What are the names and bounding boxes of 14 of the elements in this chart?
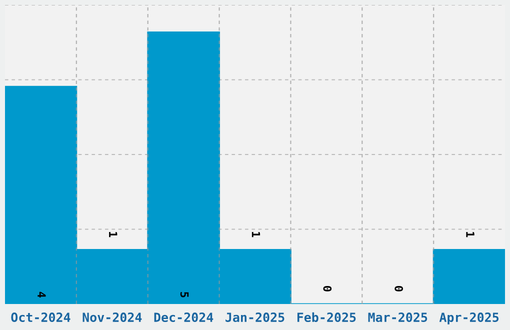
data-label: 1 [252,232,260,238]
x-tick-label: Apr-2025 [439,312,499,324]
x-tick-label: Nov-2024 [82,312,142,322]
x-tick-label: Jan-2025 [226,312,284,322]
x-tick-label: Oct-2024 [11,312,70,322]
data-label: 4 [38,292,46,298]
x-tick-label: Mar-2025 [368,312,428,322]
data-label: 5 [180,292,189,298]
data-label: 0 [323,286,332,292]
data-label: 1 [466,232,474,238]
data-label: 0 [394,286,404,292]
x-tick-label: Feb-2025 [297,312,356,322]
data-label: 1 [109,232,118,238]
x-tick-label: Dec-2024 [154,312,214,322]
